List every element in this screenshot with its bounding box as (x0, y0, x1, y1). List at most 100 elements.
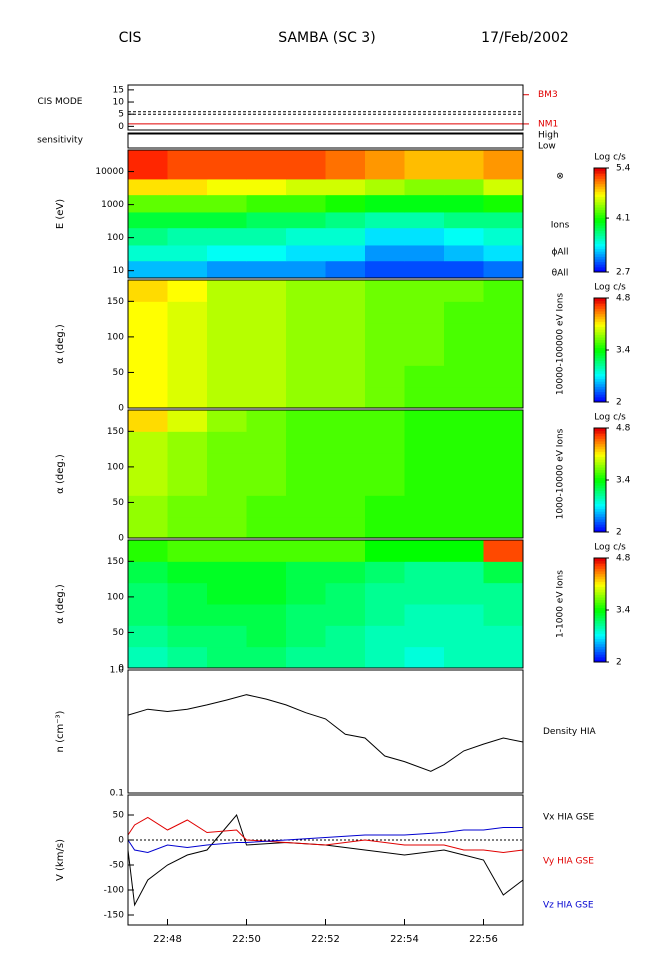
colorbar-step (594, 586, 606, 590)
heatmap-cell (286, 280, 326, 302)
heatmap-cell (128, 211, 168, 229)
colorbar-tick-label: 3.4 (616, 606, 631, 616)
colorbar-step (594, 344, 606, 348)
heatmap-cell (246, 646, 287, 669)
heatmap-cell (483, 344, 524, 366)
heatmap-cell (444, 178, 484, 196)
heatmap-cell (365, 227, 405, 246)
colorbar-tick-label: 2 (616, 528, 622, 538)
heatmap-cell (246, 561, 287, 584)
colorbar-step (594, 607, 606, 611)
legend-label: Vx HIA GSE (543, 813, 594, 823)
colorbar-label: Log c/s (594, 543, 626, 553)
heatmap-cell (128, 150, 168, 180)
heatmap-cell (286, 410, 326, 432)
heatmap-cell (167, 646, 208, 669)
colorbar-step (594, 641, 606, 645)
colorbar-step (594, 235, 606, 239)
side-label: 1-1000 eV Ions (556, 570, 566, 638)
side-label: 10000-100000 eV Ions (556, 293, 566, 396)
colorbar-step (594, 305, 606, 309)
colorbar-step (594, 633, 606, 637)
heatmap-cell (286, 604, 326, 626)
colorbar-step (594, 339, 606, 343)
colorbar-step (594, 373, 606, 377)
colorbar-step (594, 246, 606, 250)
colorbar-step (594, 513, 606, 517)
heatmap-cell (404, 604, 445, 626)
colorbar-step (594, 173, 606, 177)
heatmap-cell (286, 211, 326, 229)
heatmap-cell (128, 540, 168, 562)
heatmap-cell (444, 344, 484, 366)
heatmap-cell (167, 150, 208, 180)
heatmap-cell (128, 301, 168, 324)
panel-frame (127, 409, 524, 539)
y-tick-label: 100 (107, 462, 124, 472)
colorbar-step (594, 519, 606, 523)
heatmap-cell (167, 495, 208, 518)
colorbar-step (594, 318, 606, 322)
colorbar-step (594, 643, 606, 647)
colorbar-step (594, 264, 606, 268)
heatmap-cell (325, 561, 366, 584)
heatmap-cell (444, 322, 484, 345)
y-tick-label: 150 (107, 557, 124, 567)
heatmap-cell (483, 646, 524, 669)
heatmap-cell (404, 365, 445, 388)
heatmap-cell (128, 431, 168, 454)
heatmap-cell (286, 260, 326, 279)
heatmap-cell (246, 410, 287, 432)
heatmap-cell (483, 280, 524, 302)
heatmap-cell (207, 561, 247, 584)
colorbar-step (594, 386, 606, 390)
legend-label: Vz HIA GSE (543, 901, 594, 911)
heatmap-cell (365, 625, 405, 648)
colorbar-step (594, 482, 606, 486)
heatmap-cell (167, 410, 208, 432)
y-tick-label: 0 (118, 664, 124, 674)
heatmap-cell (365, 280, 405, 302)
heatmap-cell (444, 194, 484, 213)
heatmap-cell (483, 211, 524, 229)
heatmap-cell (167, 625, 208, 648)
heatmap-cell (286, 452, 326, 475)
heatmap-cell (128, 244, 168, 262)
heatmap-cell (128, 646, 168, 669)
heatmap-cell (325, 386, 366, 409)
colorbar-step (594, 212, 606, 216)
colorbar-step (594, 441, 606, 445)
heatmap-cell (483, 452, 524, 475)
heatmap-cell (404, 474, 445, 496)
colorbar-step (594, 578, 606, 582)
x-tick-label: 22:52 (311, 934, 340, 945)
heatmap-cell (404, 178, 445, 196)
heatmap-cell (246, 495, 287, 518)
heatmap-cell (483, 625, 524, 648)
heatmap-cell (167, 365, 208, 388)
y-tick-label: 50 (113, 811, 125, 821)
colorbar-step (594, 381, 606, 385)
heatmap-cell (365, 322, 405, 345)
colorbar-label: Log c/s (594, 413, 626, 423)
colorbar-step (594, 599, 606, 603)
heatmap-cell (365, 452, 405, 475)
heatmap-cell (444, 244, 484, 262)
heatmap-cell (365, 344, 405, 366)
colorbar-step (594, 493, 606, 497)
heatmap-cell (207, 604, 247, 626)
heatmap-cell (404, 516, 445, 539)
level-label: BM3 (538, 90, 558, 100)
heatmap-cell (128, 495, 168, 518)
colorbar-step (594, 454, 606, 458)
heatmap-cell (286, 516, 326, 539)
colorbar-step (594, 342, 606, 346)
heatmap-cell (128, 227, 168, 246)
colorbar-step (594, 201, 606, 205)
colorbar-step (594, 227, 606, 231)
heatmap-cell (207, 386, 247, 409)
heatmap-cell (286, 540, 326, 562)
colorbar-step (594, 490, 606, 494)
heatmap-cell (246, 322, 287, 345)
flag-label: Low (538, 142, 556, 152)
